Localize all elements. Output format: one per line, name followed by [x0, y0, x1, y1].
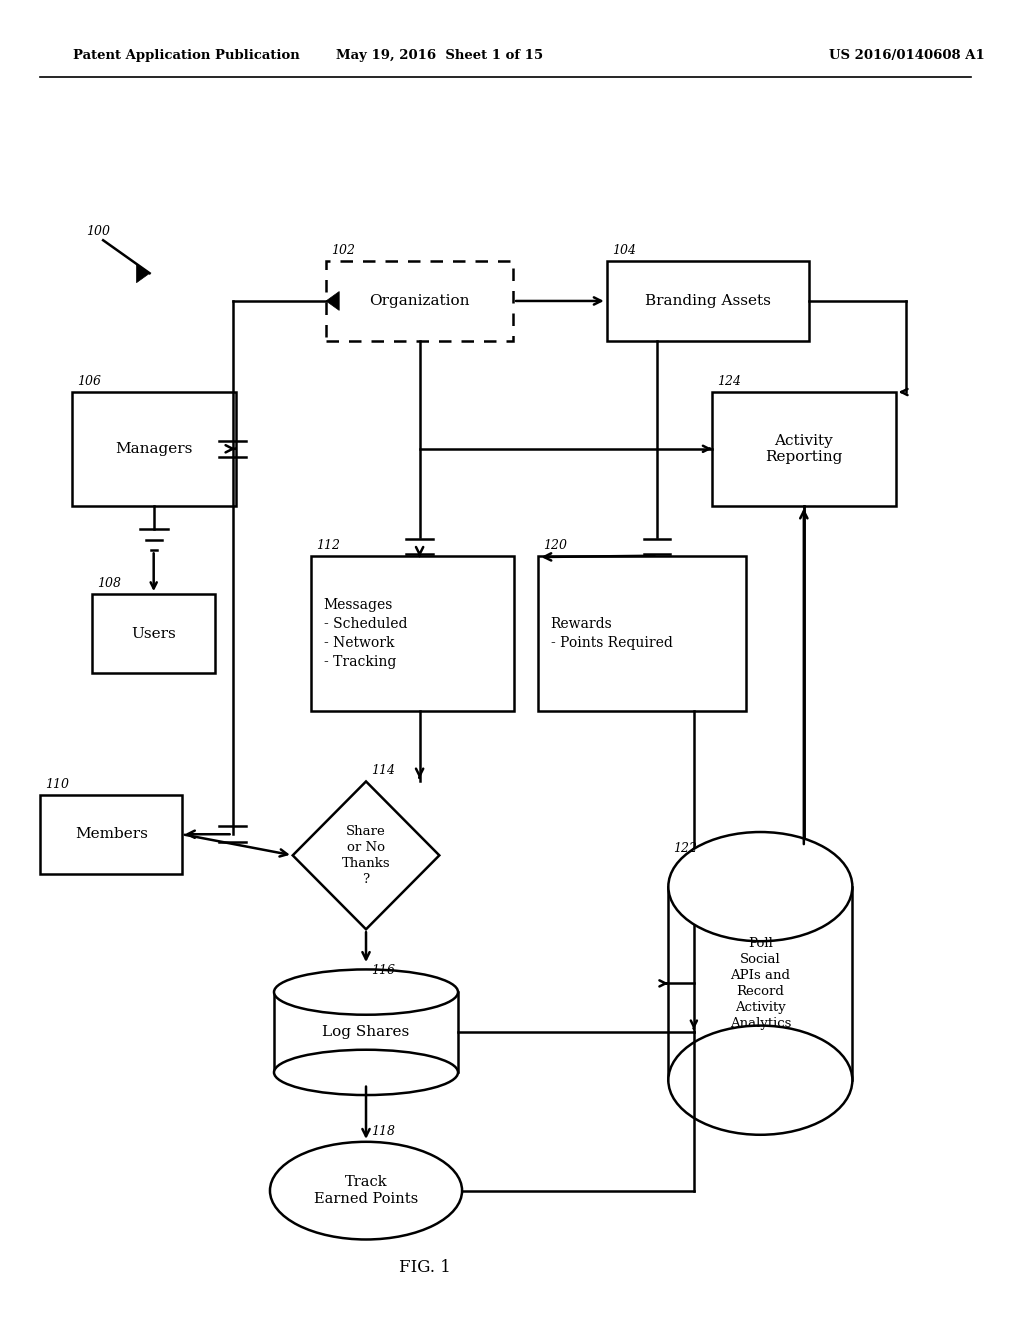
FancyBboxPatch shape: [72, 392, 236, 506]
Text: Members: Members: [75, 828, 147, 841]
Text: 110: 110: [45, 777, 70, 791]
Text: US 2016/0140608 A1: US 2016/0140608 A1: [829, 49, 985, 62]
FancyBboxPatch shape: [539, 556, 745, 711]
Text: Poll
Social
APIs and
Record
Activity
Analytics: Poll Social APIs and Record Activity Ana…: [730, 937, 791, 1030]
FancyBboxPatch shape: [606, 261, 809, 341]
Polygon shape: [326, 292, 339, 310]
Text: 114: 114: [371, 764, 395, 777]
Ellipse shape: [669, 1026, 852, 1135]
Text: Share
or No
Thanks
?: Share or No Thanks ?: [342, 825, 390, 886]
Text: FIG. 1: FIG. 1: [398, 1259, 451, 1275]
FancyBboxPatch shape: [274, 993, 458, 1072]
Text: Managers: Managers: [115, 442, 193, 455]
Text: 106: 106: [77, 375, 100, 388]
Text: Users: Users: [131, 627, 176, 640]
FancyBboxPatch shape: [40, 795, 182, 874]
Text: 104: 104: [611, 244, 636, 257]
FancyBboxPatch shape: [326, 261, 513, 341]
Text: Patent Application Publication: Patent Application Publication: [73, 49, 300, 62]
Text: Track
Earned Points: Track Earned Points: [314, 1175, 418, 1206]
Text: Activity
Reporting: Activity Reporting: [765, 434, 843, 463]
Ellipse shape: [669, 832, 852, 941]
Text: Log Shares: Log Shares: [323, 1026, 410, 1039]
FancyBboxPatch shape: [311, 556, 514, 711]
Text: Organization: Organization: [370, 294, 470, 308]
Text: 100: 100: [86, 224, 110, 238]
Text: May 19, 2016  Sheet 1 of 15: May 19, 2016 Sheet 1 of 15: [336, 49, 544, 62]
Ellipse shape: [274, 969, 458, 1015]
Text: 118: 118: [371, 1125, 395, 1138]
Text: 108: 108: [97, 577, 121, 590]
Text: 124: 124: [717, 375, 741, 388]
Ellipse shape: [270, 1142, 462, 1239]
Text: Rewards
- Points Required: Rewards - Points Required: [551, 618, 673, 649]
Text: 102: 102: [331, 244, 355, 257]
Text: Messages
- Scheduled
- Network
- Tracking: Messages - Scheduled - Network - Trackin…: [324, 598, 408, 669]
Polygon shape: [136, 264, 150, 282]
FancyBboxPatch shape: [92, 594, 215, 673]
FancyBboxPatch shape: [669, 887, 852, 1080]
Text: 112: 112: [316, 539, 340, 552]
Ellipse shape: [274, 1049, 458, 1096]
Text: 116: 116: [371, 964, 395, 977]
Text: Branding Assets: Branding Assets: [645, 294, 771, 308]
Polygon shape: [293, 781, 439, 929]
Text: 120: 120: [544, 539, 567, 552]
FancyBboxPatch shape: [712, 392, 896, 506]
Text: 122: 122: [674, 842, 697, 855]
